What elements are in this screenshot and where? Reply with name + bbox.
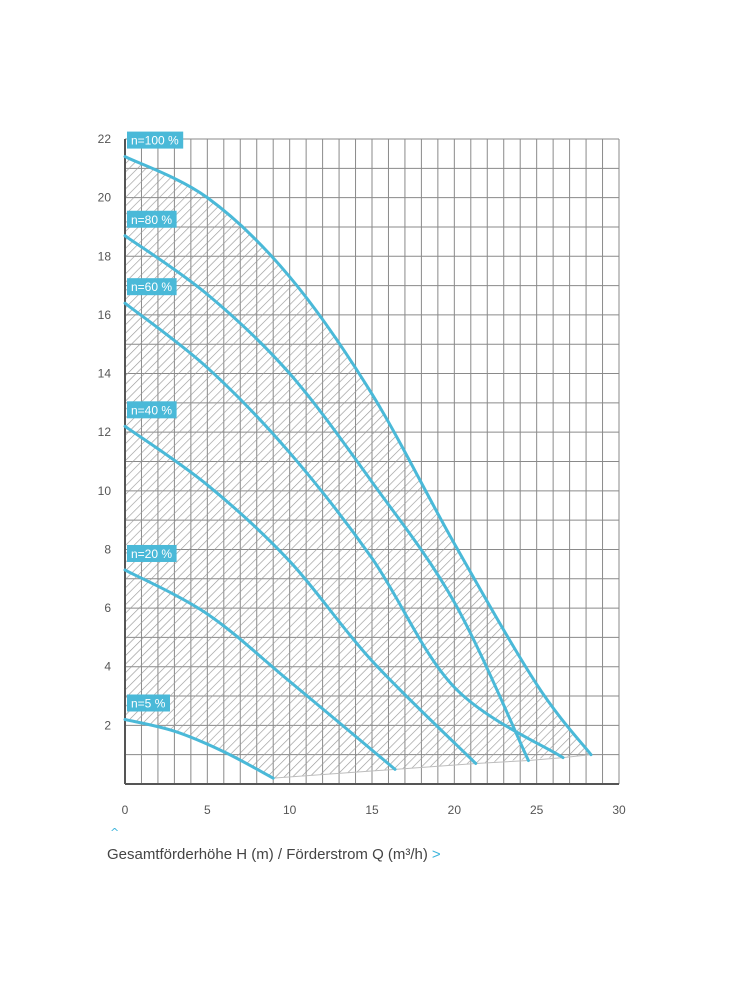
y-tick-label: 20 <box>98 191 112 205</box>
series-label: n=80 % <box>131 213 172 227</box>
series-label: n=60 % <box>131 280 172 294</box>
operating-area-boundary <box>273 754 592 779</box>
series-label-box <box>127 694 170 712</box>
series-label: n=20 % <box>131 547 172 561</box>
x-axis-caption-text: Gesamtförderhöhe H (m) / Förderstrom Q (… <box>107 846 428 863</box>
x-tick-label: 0 <box>122 803 129 817</box>
series-line <box>123 234 530 763</box>
y-tick-label: 18 <box>98 249 112 263</box>
x-tick-label: 25 <box>530 803 544 817</box>
series-line <box>123 568 397 771</box>
y-tick-label: 8 <box>104 542 111 556</box>
series-line <box>123 301 565 760</box>
series-label-box <box>127 278 177 296</box>
curve-labels: n=100 % n=80 % n=60 % n=40 % n=20 % n=5 % <box>127 131 184 712</box>
x-tick-label: 30 <box>612 803 626 817</box>
series-line <box>123 424 478 765</box>
x-tick-label: 5 <box>204 803 211 817</box>
y-tick-label: 6 <box>104 601 111 615</box>
y-tick-label: 2 <box>104 718 111 732</box>
series-label: n=5 % <box>131 697 166 711</box>
y-tick-label: 14 <box>98 367 112 381</box>
x-tick-label: 15 <box>365 803 379 817</box>
speed-curves <box>123 155 593 780</box>
y-tick-label: 4 <box>104 660 111 674</box>
x-axis-caption: Gesamtförderhöhe H (m) / Förderstrom Q (… <box>107 846 441 863</box>
series-label-box <box>127 131 184 149</box>
series-line <box>123 155 593 757</box>
y-tick-label: 12 <box>98 425 112 439</box>
y-tick-label: 16 <box>98 308 112 322</box>
y-tick-label: 22 <box>98 132 112 146</box>
series-label-box <box>127 544 177 562</box>
axes <box>124 139 619 785</box>
x-tick-label: 20 <box>448 803 462 817</box>
tick-labels: 0 5 10 15 20 25 30 2 4 6 8 10 12 14 16 18 20 22 <box>98 132 626 817</box>
y-tick-label: 10 <box>98 484 112 498</box>
caption-up-arrow-icon: ^ <box>110 826 120 839</box>
series-label: n=40 % <box>131 403 172 417</box>
series-label-box <box>127 401 177 419</box>
series-label: n=100 % <box>131 134 179 148</box>
series-line <box>123 718 275 780</box>
series-label-box <box>127 210 177 228</box>
x-tick-label: 10 <box>283 803 297 817</box>
chevron-right-icon[interactable]: > <box>431 846 441 863</box>
operating-area-hatch <box>125 156 592 779</box>
